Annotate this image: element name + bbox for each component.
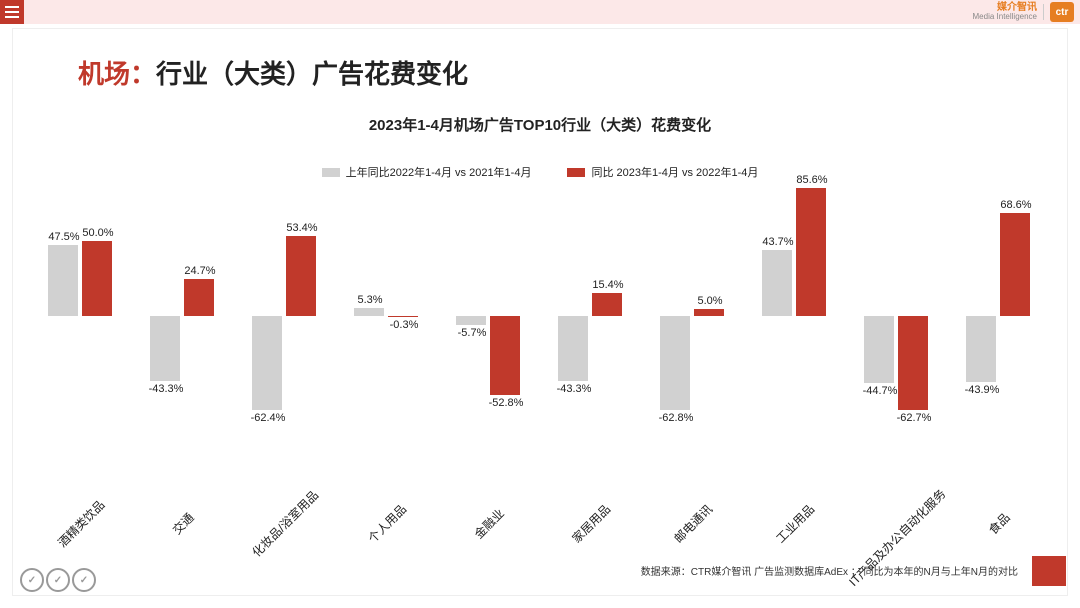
footer-accent-block xyxy=(1032,556,1066,586)
brand-divider xyxy=(1043,4,1044,20)
bar-series-b xyxy=(898,316,928,410)
category-label: 化妆品/浴室用品 xyxy=(248,487,322,561)
bar-value-label: 43.7% xyxy=(755,236,801,248)
sgs-badge-icon xyxy=(20,568,44,592)
page-title: 机场：行业（大类）广告花费变化 xyxy=(78,54,468,91)
bar-series-a xyxy=(864,316,894,383)
bar-series-a xyxy=(252,316,282,410)
chart-title: 2023年1-4月机场广告TOP10行业（大类）花费变化 xyxy=(0,114,1080,135)
brand-name-en: Media Intelligence xyxy=(973,13,1037,21)
bar-value-label: 15.4% xyxy=(585,279,631,291)
category-group: -62.4%53.4%化妆品/浴室用品 xyxy=(234,186,336,476)
category-label: 交通 xyxy=(168,509,197,538)
bar-value-label: -43.3% xyxy=(143,383,189,395)
bar-series-b xyxy=(184,279,214,316)
bar-series-a xyxy=(456,316,486,325)
bar-value-label: -0.3% xyxy=(381,319,427,331)
category-label: 工业用品 xyxy=(772,501,818,547)
brand-block: 媒介智讯 Media Intelligence ctr xyxy=(973,2,1080,22)
bar-series-a xyxy=(150,316,180,381)
title-red-part: 机场： xyxy=(78,59,156,89)
category-group: -62.8%5.0%邮电通讯 xyxy=(642,186,744,476)
legend-swatch-b xyxy=(567,168,585,177)
bar-series-a xyxy=(48,245,78,316)
bar-series-b xyxy=(592,293,622,316)
chart-area: 47.5%50.0%酒精类饮品-43.3%24.7%交通-62.4%53.4%化… xyxy=(30,186,1050,476)
legend-swatch-a xyxy=(322,168,340,177)
chart-legend: 上年同比2022年1-4月 vs 2021年1-4月 同比 2023年1-4月 … xyxy=(0,164,1080,180)
bar-value-label: 24.7% xyxy=(177,265,223,277)
bar-value-label: -44.7% xyxy=(857,385,903,397)
bar-series-a xyxy=(354,308,384,316)
bar-series-a xyxy=(558,316,588,381)
bar-series-b xyxy=(796,188,826,316)
category-group: -43.9%68.6%食品 xyxy=(948,186,1050,476)
title-black-part: 行业（大类）广告花费变化 xyxy=(156,59,468,89)
sgs-badge-icon xyxy=(72,568,96,592)
bar-value-label: 5.3% xyxy=(347,294,393,306)
bar-series-a xyxy=(966,316,996,382)
bar-value-label: 53.4% xyxy=(279,222,325,234)
bar-value-label: -43.3% xyxy=(551,383,597,395)
bar-value-label: -5.7% xyxy=(449,327,495,339)
bar-value-label: -52.8% xyxy=(483,397,529,409)
legend-item-a: 上年同比2022年1-4月 vs 2021年1-4月 xyxy=(322,164,532,180)
bar-series-b xyxy=(82,241,112,316)
category-group: 5.3%-0.3%个人用品 xyxy=(336,186,438,476)
bar-value-label: 85.6% xyxy=(789,174,835,186)
category-label: 金融业 xyxy=(470,505,507,542)
bar-value-label: 68.6% xyxy=(993,199,1039,211)
bar-series-a xyxy=(762,250,792,316)
category-group: 47.5%50.0%酒精类饮品 xyxy=(30,186,132,476)
sgs-badges xyxy=(20,568,96,592)
bar-value-label: -43.9% xyxy=(959,384,1005,396)
category-label: 酒精类饮品 xyxy=(54,496,108,550)
category-label: 个人用品 xyxy=(364,501,410,547)
bar-value-label: -62.4% xyxy=(245,412,291,424)
sgs-badge-icon xyxy=(46,568,70,592)
category-group: 43.7%85.6%工业用品 xyxy=(744,186,846,476)
bar-value-label: -62.8% xyxy=(653,412,699,424)
category-group: -5.7%-52.8%金融业 xyxy=(438,186,540,476)
hamburger-menu-icon[interactable] xyxy=(0,0,24,24)
category-group: -44.7%-62.7%IT产品及办公自动化服务 xyxy=(846,186,948,476)
bar-value-label: 5.0% xyxy=(687,295,733,307)
category-label: 邮电通讯 xyxy=(670,501,716,547)
category-group: -43.3%24.7%交通 xyxy=(132,186,234,476)
legend-label-b: 同比 2023年1-4月 vs 2022年1-4月 xyxy=(591,164,758,180)
footer-note: 数据来源：CTR媒介智讯 广告监测数据库AdEx ； 同比为本年的N月与上年N月… xyxy=(641,563,1018,578)
bar-series-b xyxy=(286,236,316,316)
top-banner: 媒介智讯 Media Intelligence ctr xyxy=(0,0,1080,24)
legend-label-a: 上年同比2022年1-4月 vs 2021年1-4月 xyxy=(346,164,532,180)
bar-series-b xyxy=(1000,213,1030,316)
category-label: 食品 xyxy=(984,509,1013,538)
bar-series-a xyxy=(660,316,690,410)
legend-item-b: 同比 2023年1-4月 vs 2022年1-4月 xyxy=(567,164,758,180)
bar-value-label: 50.0% xyxy=(75,227,121,239)
bar-series-b xyxy=(694,309,724,317)
bar-series-b xyxy=(388,316,418,317)
category-label: 家居用品 xyxy=(568,501,614,547)
brand-logo: ctr xyxy=(1050,2,1074,22)
bar-value-label: -62.7% xyxy=(891,412,937,424)
category-group: -43.3%15.4%家居用品 xyxy=(540,186,642,476)
bar-series-b xyxy=(490,316,520,395)
